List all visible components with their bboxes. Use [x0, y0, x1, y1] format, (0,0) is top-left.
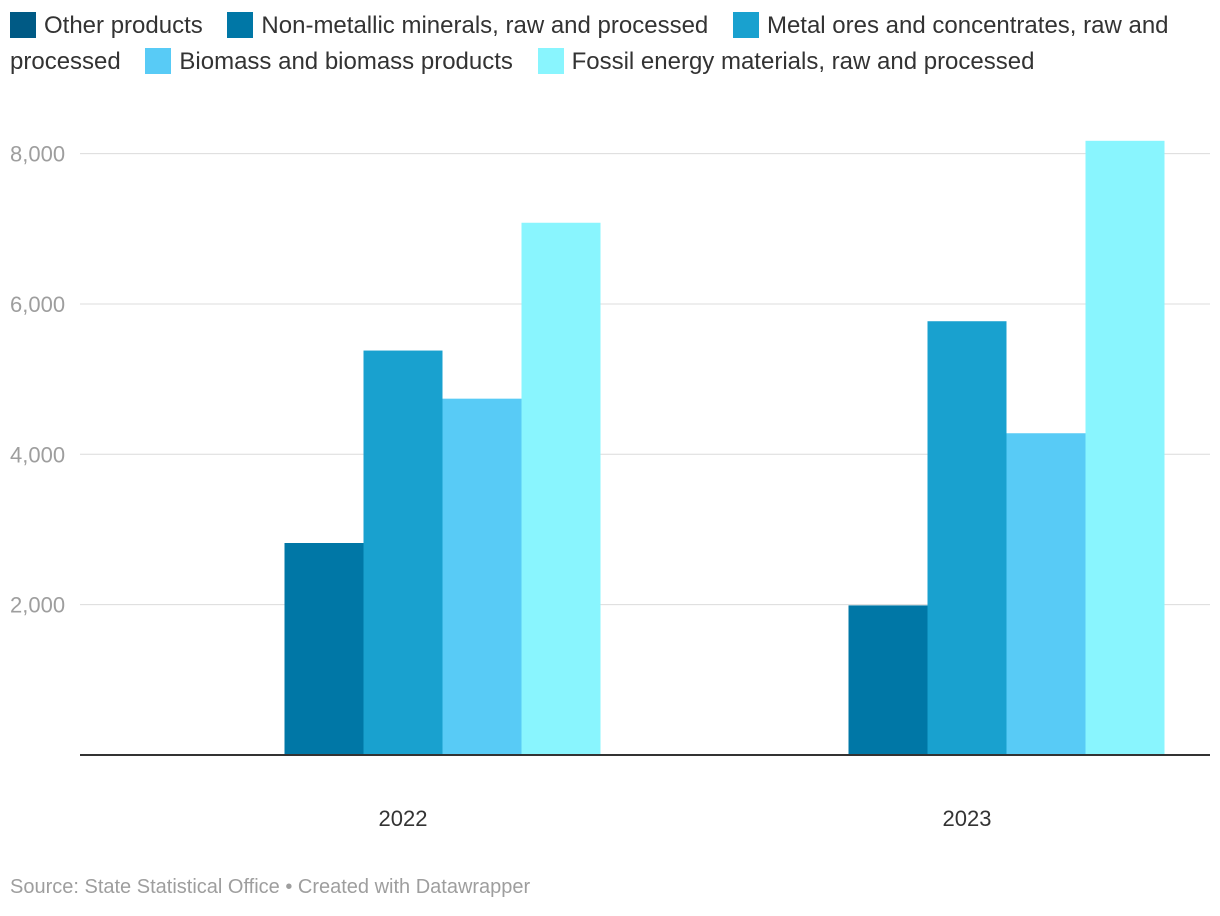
legend-item: Non-metallic minerals, raw and processed — [227, 12, 708, 39]
bar — [284, 543, 364, 755]
legend-item: Biomass and biomass products — [145, 48, 513, 75]
legend-item: Other products — [10, 12, 203, 39]
legend-swatch — [537, 48, 564, 74]
bar — [927, 321, 1007, 755]
legend-swatch — [145, 48, 172, 74]
y-tick-label: 8,000 — [10, 142, 65, 167]
y-tick-label: 4,000 — [10, 442, 65, 467]
y-tick-label: 2,000 — [10, 593, 65, 618]
legend-label: Biomass and biomass products — [179, 48, 513, 75]
bar — [442, 398, 522, 755]
legend-item: Fossil energy materials, raw and process… — [537, 48, 1035, 75]
legend-label: Non-metallic minerals, raw and processed — [261, 12, 709, 39]
legend-swatch — [732, 12, 759, 38]
bar — [1006, 433, 1086, 755]
bar — [848, 605, 928, 755]
chart-legend: Other products Non-metallic minerals, ra… — [10, 8, 1210, 80]
legend-swatch — [10, 12, 36, 38]
legend-swatch — [227, 12, 254, 38]
chart-source: Source: State Statistical Office • Creat… — [10, 876, 531, 898]
legend-label: Other products — [44, 12, 203, 39]
bar — [1085, 140, 1165, 756]
bar — [363, 350, 443, 755]
y-tick-label: 6,000 — [10, 292, 65, 317]
bar — [521, 222, 601, 755]
x-tick-label: 2022 — [379, 806, 428, 831]
legend-label: Fossil energy materials, raw and process… — [571, 48, 1035, 75]
x-tick-label: 2023 — [943, 806, 992, 831]
legend-label: Metal ores and concentrates, raw and pro… — [10, 12, 1169, 75]
legend-item: Metal ores and concentrates, raw and pro… — [10, 12, 1169, 75]
